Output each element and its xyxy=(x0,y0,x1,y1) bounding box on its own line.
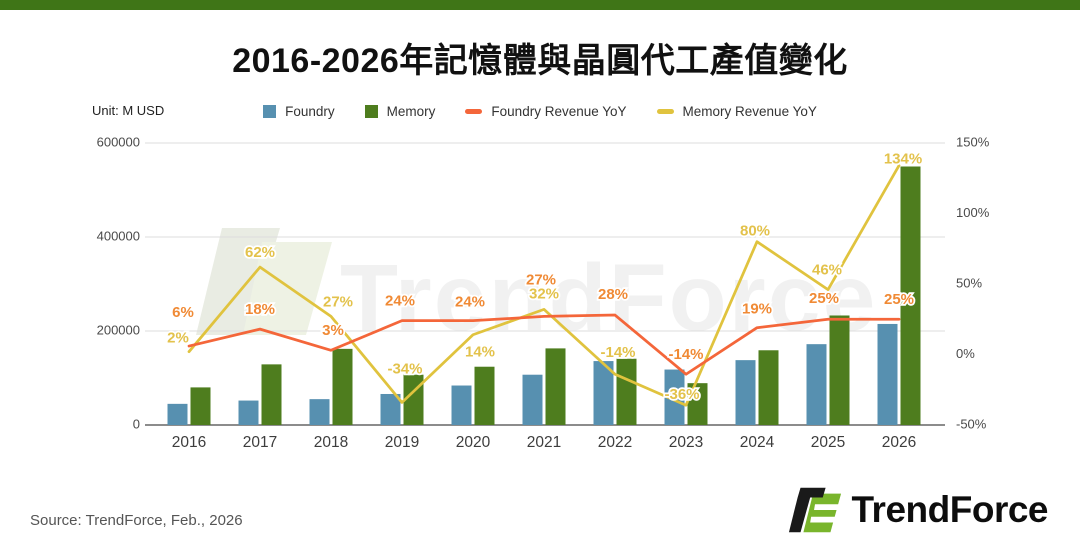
legend-label: Foundry xyxy=(285,104,335,119)
source-text: Source: TrendForce, Feb., 2026 xyxy=(30,512,243,529)
left-axis-tick: 600000 xyxy=(97,134,140,149)
bar-memory-2017 xyxy=(261,364,282,425)
memory-yoy-label-2020: 14% xyxy=(465,344,495,361)
chart-legend: Foundry Memory Foundry Revenue YoY Memor… xyxy=(0,104,1080,119)
bar-foundry-2024 xyxy=(735,360,756,425)
chart-canvas: TrendForce6000004000002000000150%100%50%… xyxy=(97,134,990,451)
bar-memory-2020 xyxy=(474,366,495,425)
foundry-yoy-swatch-icon xyxy=(465,109,483,114)
foundry-yoy-label-2020: 24% xyxy=(455,294,485,311)
legend-item-memory: Memory xyxy=(364,104,436,119)
memory-swatch-icon xyxy=(364,105,378,118)
page-title: 2016-2026年記憶體與晶圓代工產值變化 xyxy=(232,42,848,80)
memory-yoy-label-2023: -36% xyxy=(664,386,699,403)
legend-label: Foundry Revenue YoY xyxy=(491,104,627,119)
bar-memory-2018 xyxy=(332,348,353,425)
trendforce-logo-mark xyxy=(788,487,841,533)
legend-item-memory-yoy: Memory Revenue YoY xyxy=(656,104,817,119)
memory-yoy-label-2024: 80% xyxy=(740,223,770,240)
bar-foundry-2016 xyxy=(167,403,188,425)
bar-foundry-2021 xyxy=(522,374,543,425)
left-axis-tick: 200000 xyxy=(97,322,140,337)
x-axis-label-2019: 2019 xyxy=(385,434,419,451)
memory-yoy-label-2018: 27% xyxy=(323,293,353,310)
unit-label: Unit: M USD xyxy=(92,103,165,118)
bar-foundry-2018 xyxy=(309,399,330,425)
foundry-yoy-line xyxy=(187,313,901,376)
legend-label: Memory xyxy=(386,104,436,119)
memory-yoy-label-2019: -34% xyxy=(387,360,422,377)
memory-yoy-label-2025: 46% xyxy=(812,262,842,279)
right-axis-tick: 0% xyxy=(956,346,975,361)
right-axis-tick: 50% xyxy=(956,275,982,290)
foundry-yoy-label-2024: 19% xyxy=(742,301,772,318)
bar-memory-2022 xyxy=(616,358,637,425)
foundry-swatch-icon xyxy=(263,105,277,118)
foundry-yoy-label-2019: 24% xyxy=(385,293,415,310)
memory-yoy-label-2022: -14% xyxy=(600,344,635,361)
x-axis-label-2017: 2017 xyxy=(243,434,277,451)
top-accent-bar xyxy=(0,0,1080,10)
legend-item-foundry: Foundry xyxy=(263,104,335,119)
x-axis-label-2018: 2018 xyxy=(314,434,348,451)
bar-memory-2025 xyxy=(829,315,850,425)
foundry-yoy-label-2018: 3% xyxy=(322,322,344,339)
logo-wordmark: TrendForce xyxy=(851,489,1049,530)
right-axis-tick: 150% xyxy=(956,134,990,149)
x-axis-label-2022: 2022 xyxy=(598,434,632,451)
foundry-yoy-label-2017: 18% xyxy=(245,301,275,318)
bar-memory-2016 xyxy=(190,387,211,425)
foundry-yoy-label-2026: 25% xyxy=(884,291,914,308)
foundry-yoy-label-2022: 28% xyxy=(598,286,628,303)
x-axis-label-2024: 2024 xyxy=(740,434,775,451)
foundry-yoy-label-2023: -14% xyxy=(668,346,703,363)
memory-yoy-line xyxy=(187,164,901,407)
bar-memory-2021 xyxy=(545,348,566,425)
x-axis-label-2016: 2016 xyxy=(172,434,206,451)
trendforce-logo: TrendForce xyxy=(787,485,1049,535)
foundry-yoy-label-2025: 25% xyxy=(809,290,839,307)
bar-foundry-2025 xyxy=(806,344,827,425)
bar-foundry-2019 xyxy=(380,393,401,425)
x-axis-label-2021: 2021 xyxy=(527,434,561,451)
bar-memory-2026 xyxy=(900,166,921,425)
foundry-yoy-label-2016: 6% xyxy=(172,304,194,321)
left-axis-tick: 0 xyxy=(133,416,140,431)
memory-yoy-label-2016: 2% xyxy=(167,330,189,347)
memory-yoy-swatch-icon xyxy=(656,109,674,114)
memory-yoy-label-2026: 134% xyxy=(884,151,922,168)
memory-yoy-label-2017: 62% xyxy=(245,244,275,261)
bar-foundry-2023 xyxy=(664,369,685,425)
x-axis-label-2020: 2020 xyxy=(456,434,491,451)
bar-foundry-2026 xyxy=(877,323,898,425)
foundry-yoy-label-2021: 27% xyxy=(526,271,556,288)
x-axis-label-2025: 2025 xyxy=(811,434,845,451)
bar-foundry-2022 xyxy=(593,361,614,425)
right-axis-tick: -50% xyxy=(956,416,987,431)
x-axis-label-2023: 2023 xyxy=(669,434,703,451)
bar-foundry-2020 xyxy=(451,385,472,425)
x-axis-label-2026: 2026 xyxy=(882,434,916,451)
memory-yoy-label-2021: 32% xyxy=(529,285,559,302)
legend-item-foundry-yoy: Foundry Revenue YoY xyxy=(465,104,627,119)
bar-foundry-2017 xyxy=(238,400,259,425)
left-axis-tick: 400000 xyxy=(97,228,140,243)
legend-label: Memory Revenue YoY xyxy=(682,104,817,119)
right-axis-tick: 100% xyxy=(956,205,990,220)
bar-memory-2024 xyxy=(758,350,779,425)
